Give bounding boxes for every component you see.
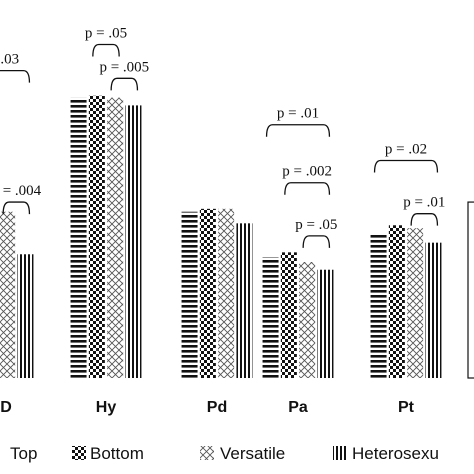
annotations-layer: p = .03 p = .004 p = .05 p = .005 p = .01 p =… bbox=[0, 26, 445, 248]
bar-heterosexual-hy bbox=[125, 105, 142, 379]
significance-bracket bbox=[284, 182, 331, 195]
significance-label: p = .005 bbox=[99, 59, 149, 75]
bar-edge-partial bbox=[467, 201, 474, 379]
x-tick-label: D bbox=[0, 399, 12, 416]
bar-versatile-d bbox=[0, 211, 16, 378]
significance-bracket bbox=[110, 77, 139, 91]
significance-label: p = .02 bbox=[385, 142, 427, 158]
significance-label: p = .05 bbox=[295, 217, 337, 233]
x-tick-label: Hy bbox=[96, 399, 117, 416]
legend-label: Versatile bbox=[220, 444, 285, 463]
legend-swatch bbox=[72, 446, 86, 460]
bar-versatile-pd bbox=[218, 208, 235, 378]
bar-heterosexual-pt bbox=[425, 242, 442, 378]
bar-versatile-pt bbox=[407, 228, 424, 378]
significance-label: p = .01 bbox=[277, 106, 319, 122]
bar-bottom-pt bbox=[388, 225, 405, 378]
legend-swatch bbox=[200, 446, 214, 460]
significance-label: p = .01 bbox=[403, 195, 445, 211]
significance-label: p = .03 bbox=[0, 52, 19, 68]
bar-bottom-pa bbox=[280, 252, 297, 378]
bar-top-pt bbox=[370, 234, 387, 378]
significance-bracket bbox=[373, 159, 439, 173]
bar-top-pd bbox=[181, 211, 198, 378]
bar-versatile-hy bbox=[107, 97, 124, 379]
legend-label: Heterosexu bbox=[352, 444, 439, 463]
significance-bracket bbox=[2, 201, 31, 215]
significance-bracket bbox=[0, 69, 31, 83]
x-tick-label: Pt bbox=[398, 399, 415, 416]
significance-bracket bbox=[302, 235, 331, 248]
legend-label: Bottom bbox=[90, 444, 144, 463]
significance-bracket bbox=[92, 43, 120, 57]
x-tick-label: Pd bbox=[207, 399, 227, 416]
bar-heterosexual-d bbox=[17, 254, 34, 378]
bar-top-hy bbox=[70, 97, 87, 379]
x-tick-labels: D Hy Pd Pa Pt bbox=[0, 399, 414, 416]
significance-bracket bbox=[410, 213, 439, 226]
legend: Top Bottom Versatile Heterosexu bbox=[10, 444, 439, 463]
bar-heterosexual-pa bbox=[317, 269, 334, 378]
bar-versatile-pa bbox=[299, 262, 316, 378]
significance-label: p = .002 bbox=[282, 164, 332, 180]
significance-label: p = .004 bbox=[0, 183, 42, 199]
significance-label: p = .05 bbox=[85, 26, 127, 42]
significance-bracket bbox=[265, 124, 331, 137]
legend-swatch bbox=[333, 446, 347, 460]
bar-top-pa bbox=[262, 257, 279, 378]
x-tick-label: Pa bbox=[288, 399, 308, 416]
bar-bottom-pd bbox=[199, 208, 216, 378]
bar-heterosexual-pd bbox=[236, 223, 253, 378]
legend-label: Top bbox=[10, 444, 37, 463]
bar-bottom-hy bbox=[88, 95, 105, 378]
bars-layer bbox=[0, 95, 474, 379]
